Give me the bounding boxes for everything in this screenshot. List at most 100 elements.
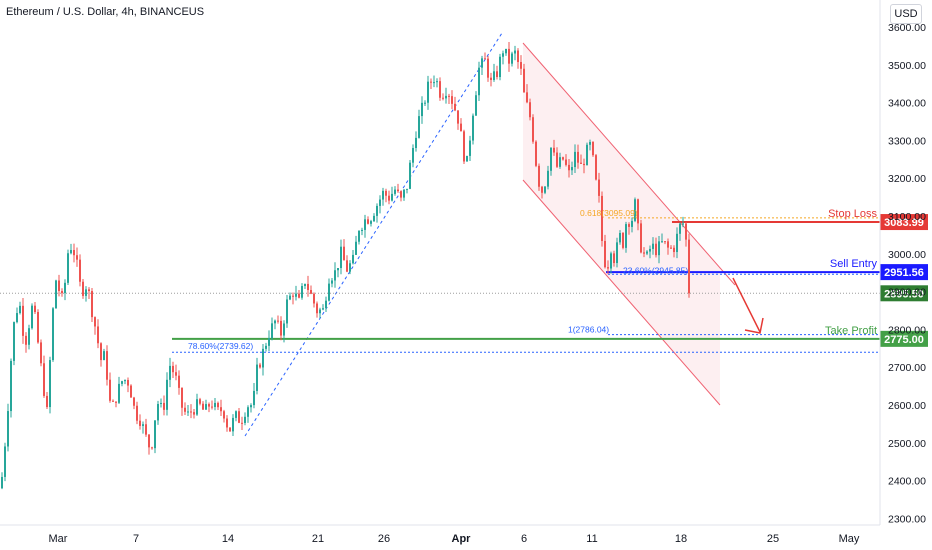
candle-body	[331, 280, 333, 284]
candle-body	[109, 379, 111, 401]
candle-body	[430, 81, 432, 83]
candle-body	[193, 412, 195, 415]
currency-button[interactable]: USD	[890, 4, 922, 24]
y-tick-label: 2500.00	[888, 438, 926, 450]
candle-body	[52, 308, 54, 361]
candle-body	[28, 328, 30, 345]
candle-body	[352, 254, 354, 264]
candle-body	[106, 351, 108, 380]
candle-body	[250, 405, 252, 408]
candle-body	[361, 229, 363, 231]
candle-body	[19, 305, 21, 314]
candle-body	[118, 383, 120, 403]
candle-body	[463, 131, 465, 162]
candle-body	[313, 293, 315, 304]
candle-body	[403, 189, 405, 198]
y-tick-label: 2300.00	[888, 513, 926, 525]
candle-body	[268, 338, 270, 346]
candle-body	[91, 291, 93, 318]
annotations: 0.618(3095.09) 23.60%(2945.85) 1(2786.04) 7…	[188, 208, 928, 351]
candle-body	[121, 381, 123, 384]
candle-body	[100, 343, 102, 361]
candle-body	[322, 308, 324, 310]
candle-body	[583, 163, 585, 166]
candles	[1, 41, 690, 490]
candle-body	[130, 385, 132, 398]
candle-body	[646, 251, 648, 254]
candle-body	[7, 411, 9, 447]
candle-body	[10, 360, 12, 412]
candle-body	[655, 243, 657, 256]
candle-body	[280, 320, 282, 336]
candle-body	[676, 233, 678, 253]
candle-body	[571, 167, 573, 171]
candle-body	[568, 164, 570, 171]
candle-body	[16, 313, 18, 323]
forecast-arrow-head	[744, 317, 764, 334]
candle-body	[637, 199, 639, 224]
candle-body	[319, 309, 321, 314]
candle-body	[214, 402, 216, 407]
candle-body	[628, 224, 630, 227]
candle-body	[613, 253, 615, 264]
candle-body	[346, 260, 348, 272]
candle-body	[670, 247, 672, 249]
candle-body	[514, 50, 516, 54]
candle-body	[496, 71, 498, 78]
candle-body	[259, 364, 261, 368]
y-tick-label: 3000.00	[888, 249, 926, 261]
candle-body	[217, 402, 219, 408]
candle-body	[316, 303, 318, 314]
candle-body	[538, 165, 540, 187]
candle-body	[175, 372, 177, 376]
candle-body	[136, 405, 138, 421]
y-tick-label: 2700.00	[888, 362, 926, 374]
current-price-badge-value: 2895.50	[884, 288, 924, 300]
x-tick-label: 18	[675, 533, 687, 545]
candle-body	[31, 305, 33, 329]
candle-body	[355, 241, 357, 255]
sell-entry-badge	[880, 264, 928, 281]
candle-body	[394, 189, 396, 194]
candle-body	[604, 240, 606, 268]
x-tick-label: 14	[222, 533, 234, 545]
candle-body	[598, 179, 600, 196]
candle-body	[373, 215, 375, 222]
candle-body	[184, 407, 186, 412]
candle-body	[103, 351, 105, 361]
candle-body	[145, 424, 147, 435]
candle-body	[112, 400, 114, 402]
x-tick-label: 26	[378, 533, 390, 545]
candle-body	[619, 233, 621, 243]
candle-body	[325, 300, 327, 309]
candle-body	[367, 219, 369, 224]
candle-body	[556, 152, 558, 167]
candle-body	[187, 411, 189, 413]
take-profit-badge-value: 2775.00	[884, 334, 924, 346]
candle-body	[358, 230, 360, 242]
candle-body	[589, 141, 591, 145]
candle-body	[532, 117, 534, 142]
candle-body	[190, 411, 192, 413]
x-tick-label: Mar	[49, 533, 68, 545]
candle-body	[232, 417, 234, 432]
candle-body	[685, 223, 687, 240]
candle-body	[553, 147, 555, 153]
candle-body	[343, 246, 345, 261]
candle-body	[616, 242, 618, 264]
candle-body	[70, 250, 72, 254]
candle-body	[58, 280, 60, 291]
candle-body	[490, 77, 492, 80]
fib-trend-dashed	[244, 32, 503, 437]
candle-body	[274, 320, 276, 324]
candle-body	[442, 97, 444, 99]
candle-body	[376, 205, 378, 216]
candle-body	[436, 81, 438, 83]
y-tick-label: 2400.00	[888, 476, 926, 488]
candle-body	[418, 116, 420, 138]
candle-body	[247, 407, 249, 417]
candle-body	[238, 411, 240, 423]
candle-body	[472, 115, 474, 141]
candle-body	[286, 299, 288, 324]
